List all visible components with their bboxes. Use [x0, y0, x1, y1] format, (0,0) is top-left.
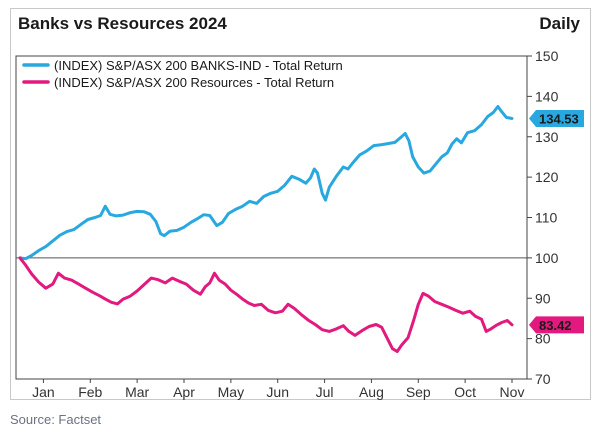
x-tick-label-jul: Jul — [316, 384, 334, 400]
x-tick-label-sep: Sep — [406, 384, 431, 400]
legend-label-resources: (INDEX) S&P/ASX 200 Resources - Total Re… — [54, 75, 334, 90]
chart-title: Banks vs Resources 2024 — [18, 14, 227, 33]
plot-layer: 70 80 90 100 110 120 130 140 150 Jan Feb Mar Apr May J… — [15, 48, 584, 400]
legend-label-banks: (INDEX) S&P/ASX 200 BANKS-IND - Total Re… — [54, 58, 343, 73]
y-tick-label-90: 90 — [535, 290, 551, 306]
resources-end-value-tag — [529, 316, 584, 334]
x-tick-label-jun: Jun — [266, 384, 289, 400]
x-tick-label-nov: Nov — [500, 384, 525, 400]
y-tick-label-70: 70 — [535, 371, 551, 387]
y-tick-label-120: 120 — [535, 169, 559, 185]
banks-series-line — [18, 105, 514, 261]
x-tick-label-mar: Mar — [125, 384, 149, 400]
y-tick-label-100: 100 — [535, 250, 559, 266]
source-note: Source: Factset — [10, 412, 102, 427]
y-tick-label-130: 130 — [535, 129, 559, 145]
x-tick-label-jan: Jan — [32, 384, 55, 400]
x-tick-label-oct: Oct — [454, 384, 476, 400]
resources-series-line — [18, 256, 514, 353]
y-tick-label-140: 140 — [535, 88, 559, 104]
x-tick-label-aug: Aug — [359, 384, 384, 400]
x-tick-label-feb: Feb — [78, 384, 102, 400]
y-tick-label-150: 150 — [535, 48, 559, 64]
chart-frequency-label: Daily — [539, 14, 580, 33]
y-tick-label-110: 110 — [535, 210, 558, 226]
y-tick-label-80: 80 — [535, 331, 551, 347]
x-tick-label-apr: Apr — [173, 384, 195, 400]
banks-end-value-tag — [529, 109, 584, 127]
chart-frame — [10, 8, 591, 400]
legend: (INDEX) S&P/ASX 200 BANKS-IND - Total Re… — [22, 58, 343, 90]
banks-end-value: 134.53 — [539, 111, 579, 126]
x-tick-label-may: May — [218, 384, 244, 400]
resources-end-value: 83.42 — [539, 318, 572, 333]
